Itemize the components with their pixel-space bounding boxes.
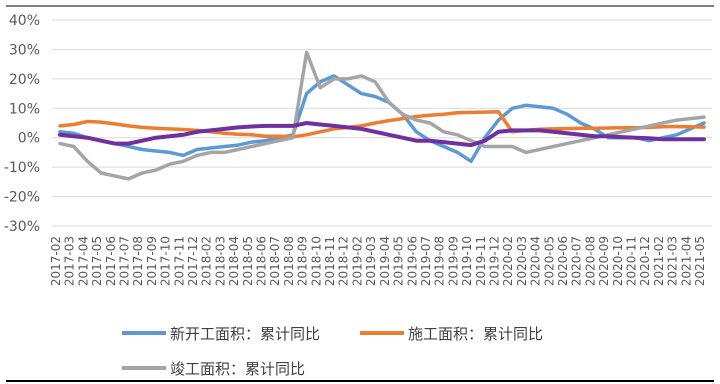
x-tick-label: 2021-05 — [693, 236, 707, 286]
series-line-1 — [58, 110, 706, 139]
x-tick-label: 2020-10 — [611, 236, 625, 286]
x-tick-label: 2021-02 — [652, 236, 666, 286]
x-tick-label: 2019-09 — [446, 236, 460, 286]
x-tick-label: 2019-11 — [474, 236, 488, 286]
x-tick-label: 2020-12 — [638, 236, 652, 286]
x-tick-label: 2017-02 — [49, 236, 63, 286]
x-tick-label: 2019-08 — [433, 236, 447, 286]
x-tick-label: 2018-08 — [282, 236, 296, 286]
x-tick-label: 2020-05 — [542, 236, 556, 286]
x-tick-label: 2017-03 — [63, 236, 77, 286]
y-axis-ticks: 40% 30% 20% 10% 0% -10% -20% -30% — [4, 13, 40, 235]
series-line-0 — [58, 74, 706, 164]
x-tick-label: 2019-05 — [392, 236, 406, 286]
x-tick-label: 2017-06 — [104, 236, 118, 286]
x-tick-label: 2017-11 — [172, 236, 186, 286]
x-tick-label: 2017-08 — [131, 236, 145, 286]
x-tick-label: 2019-07 — [419, 236, 433, 286]
y-tick-label: 10% — [9, 101, 40, 117]
y-tick-label: -10% — [4, 160, 40, 176]
x-tick-label: 2020-09 — [597, 236, 611, 286]
x-tick-label: 2018-02 — [200, 236, 214, 286]
x-tick-label: 2018-03 — [213, 236, 227, 286]
x-tick-label: 2020-06 — [556, 236, 570, 286]
x-tick-label: 2018-05 — [241, 236, 255, 286]
x-tick-label: 2018-11 — [323, 236, 337, 286]
x-tick-label: 2017-09 — [145, 236, 159, 286]
series-line-3 — [58, 121, 706, 148]
y-tick-label: 30% — [9, 42, 40, 58]
x-tick-label: 2020-04 — [529, 236, 543, 286]
x-tick-label: 2018-09 — [296, 236, 310, 286]
x-tick-label: 2019-02 — [350, 236, 364, 286]
y-tick-label: 40% — [9, 13, 40, 29]
x-tick-label: 2020-03 — [515, 236, 529, 286]
x-tick-label: 2021-04 — [679, 236, 693, 286]
x-tick-label: 2019-06 — [405, 236, 419, 286]
x-tick-label: 2021-03 — [666, 236, 680, 286]
y-tick-label: 0% — [18, 131, 40, 147]
y-tick-label: 20% — [9, 72, 40, 88]
x-tick-label: 2017-07 — [118, 236, 132, 286]
series-line-2 — [58, 50, 706, 181]
x-tick-label: 2017-05 — [90, 236, 104, 286]
x-tick-label: 2019-10 — [460, 236, 474, 286]
legend-label: 施工面积：累计同比 — [408, 325, 543, 343]
x-tick-label: 2020-08 — [583, 236, 597, 286]
x-tick-label: 2020-11 — [624, 236, 638, 286]
y-tick-label: -30% — [4, 219, 40, 235]
series-lines — [58, 50, 706, 181]
y-tick-label: -20% — [4, 190, 40, 206]
x-axis-ticks: 2017-02 2017-03 2017-04 2017-05 2017-06 2017-… — [49, 236, 707, 286]
legend-label: 新开工面积：累计同比 — [170, 325, 320, 343]
x-tick-label: 2020-02 — [501, 236, 515, 286]
x-tick-label: 2018-10 — [309, 236, 323, 286]
x-tick-label: 2019-12 — [487, 236, 501, 286]
x-tick-label: 2018-04 — [227, 236, 241, 286]
x-tick-label: 2019-03 — [364, 236, 378, 286]
x-tick-label: 2017-12 — [186, 236, 200, 286]
x-tick-label: 2018-07 — [268, 236, 282, 286]
x-tick-label: 2019-04 — [378, 236, 392, 286]
legend-label: 竣工面积：累计同比 — [170, 360, 305, 378]
x-tick-label: 2018-06 — [255, 236, 269, 286]
x-tick-label: 2020-07 — [570, 236, 584, 286]
x-tick-label: 2017-10 — [159, 236, 173, 286]
x-tick-label: 2017-04 — [76, 236, 90, 286]
x-tick-label: 2018-12 — [337, 236, 351, 286]
